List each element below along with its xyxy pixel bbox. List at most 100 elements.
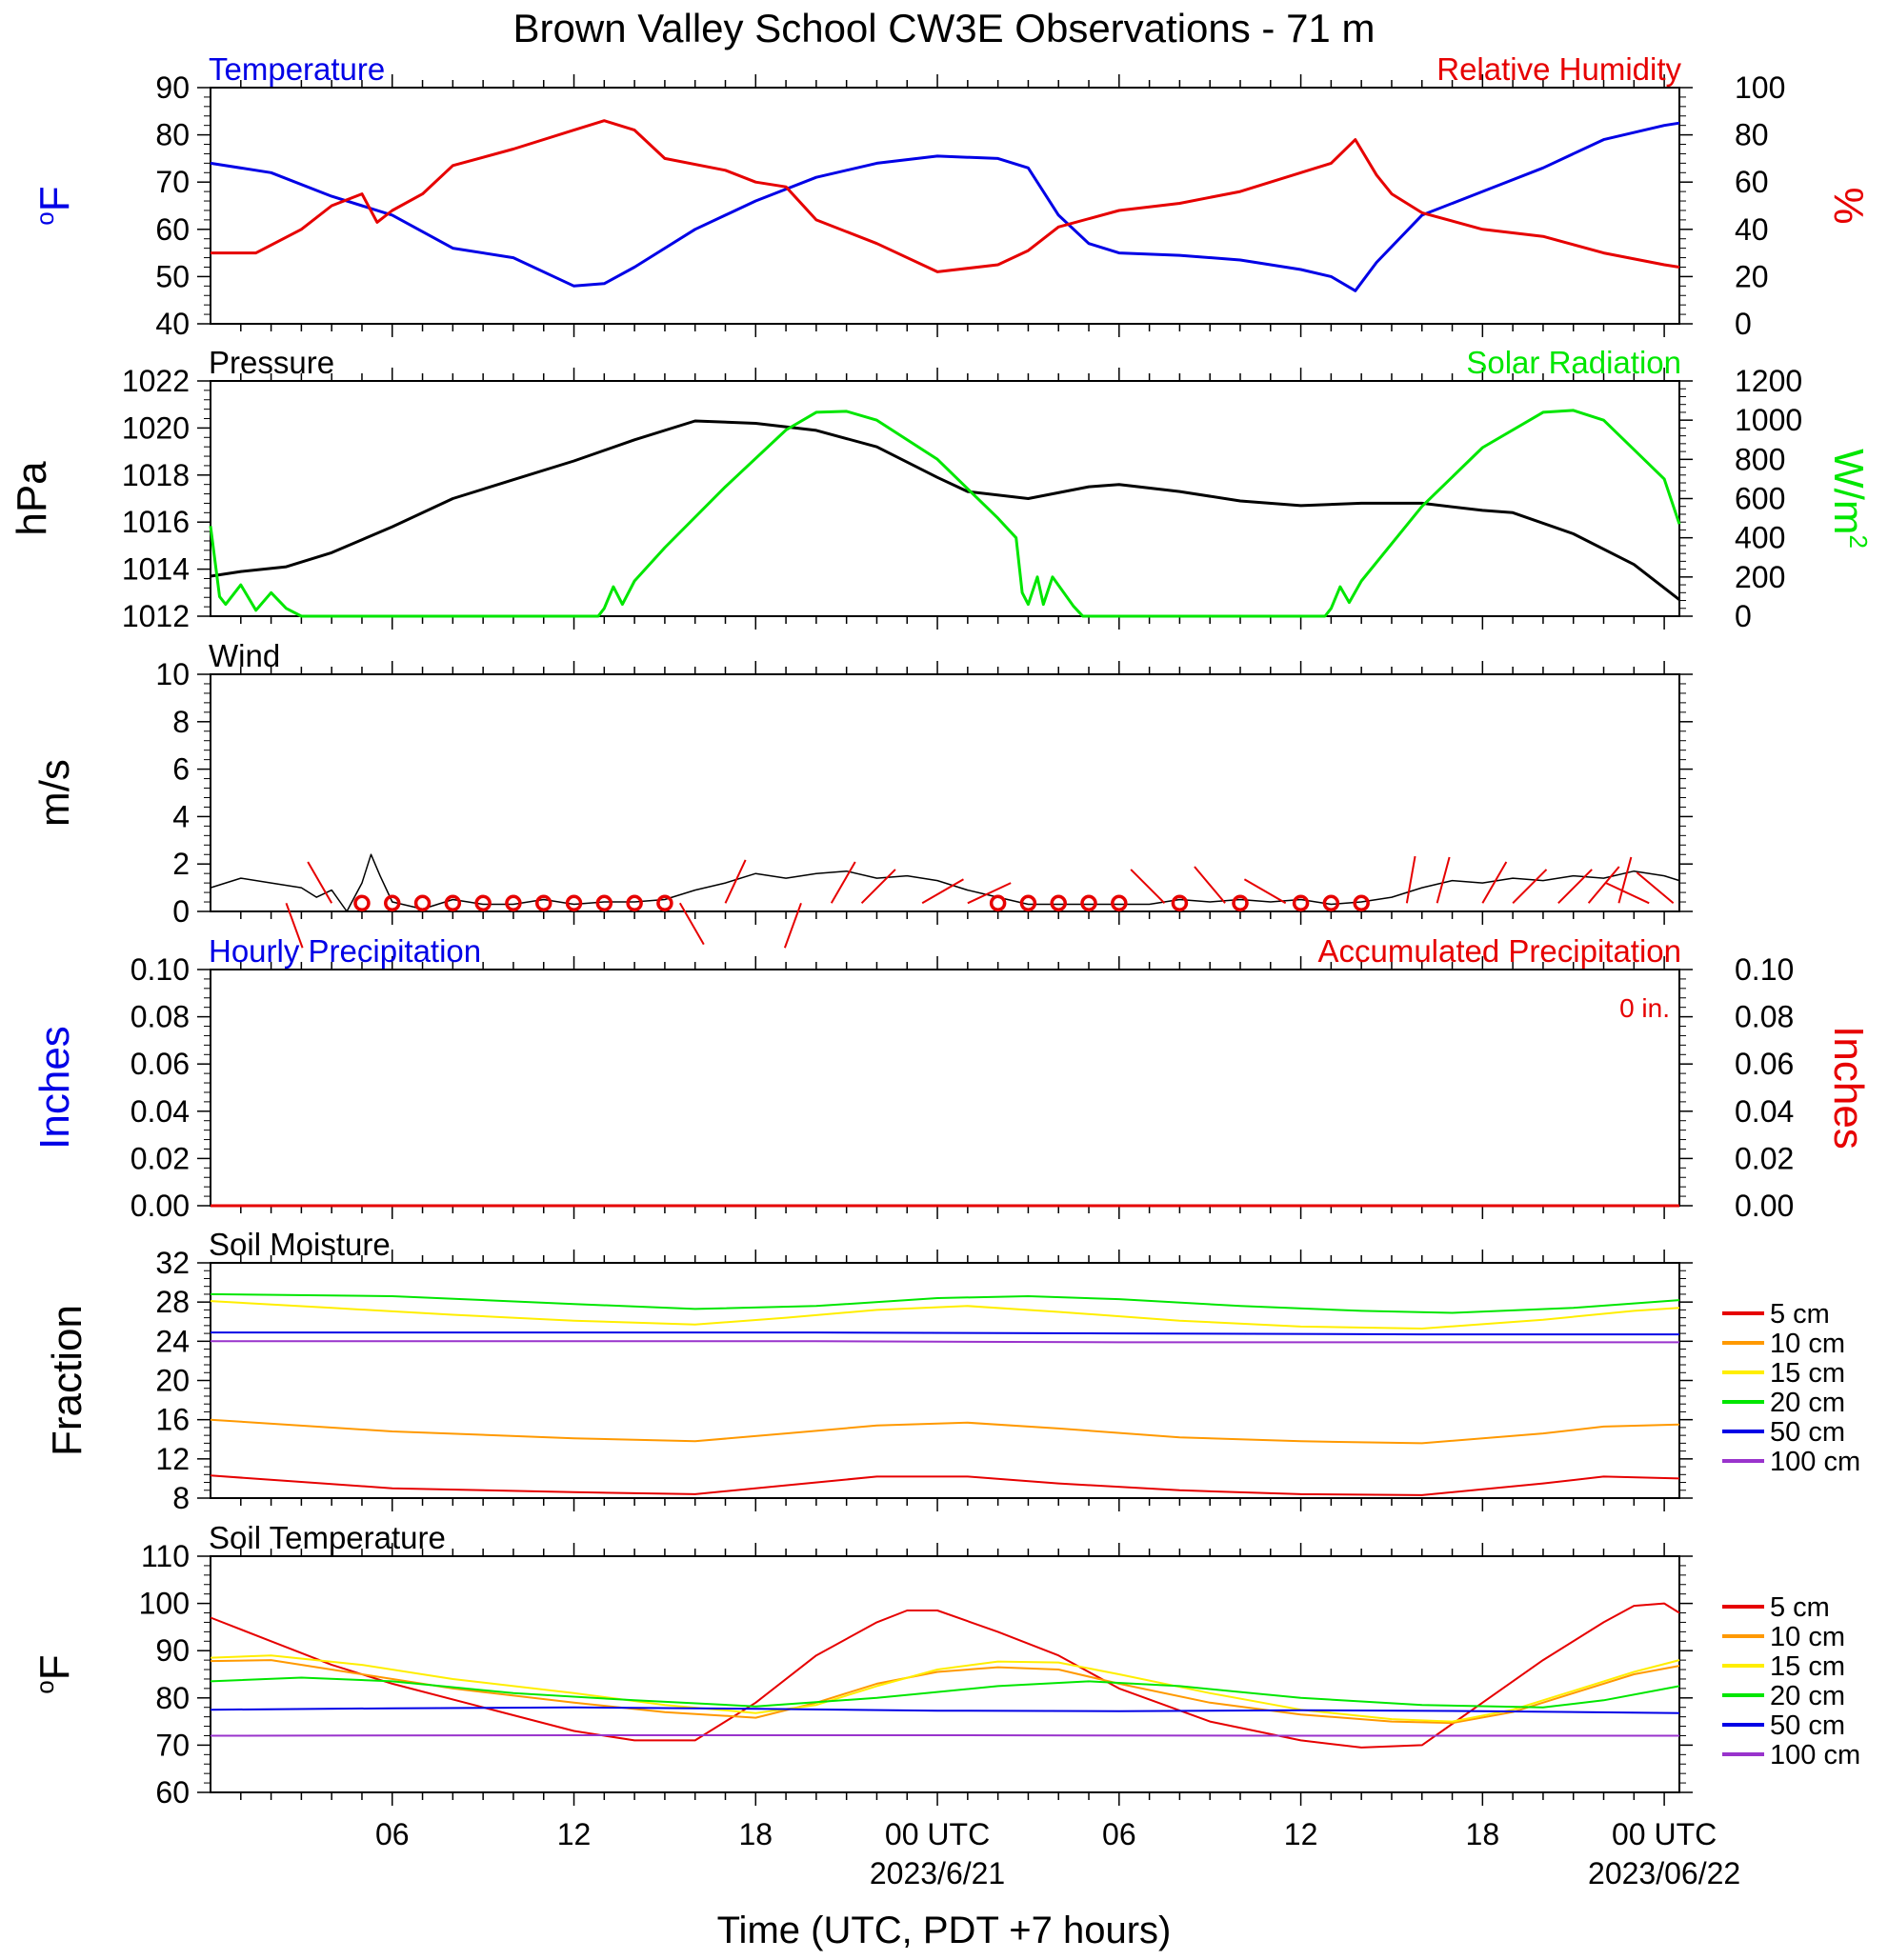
wind-barb bbox=[783, 902, 802, 949]
series-line-50-cm bbox=[210, 1706, 1680, 1714]
calm-wind-marker bbox=[1171, 894, 1189, 912]
panel-title-right: Relative Humidity bbox=[1436, 51, 1681, 87]
y-tick-label-right: 0.00 bbox=[1735, 1189, 1794, 1223]
wind-barb bbox=[1436, 856, 1451, 904]
calm-wind-marker bbox=[989, 894, 1007, 912]
panel-frame bbox=[210, 673, 1680, 912]
calm-wind-marker bbox=[1353, 894, 1370, 912]
y-tick-label-left: 2 bbox=[172, 847, 190, 881]
x-tick-label: 06 bbox=[1102, 1817, 1136, 1851]
y-tick-label-left: 16 bbox=[155, 1403, 190, 1437]
series-line-10-cm bbox=[210, 1418, 1680, 1445]
calm-wind-marker bbox=[505, 894, 522, 912]
calm-wind-marker bbox=[595, 894, 613, 912]
series-line-wind bbox=[210, 853, 1680, 912]
series-line-5-cm bbox=[210, 1474, 1680, 1496]
legend-label: 50 cm bbox=[1770, 1417, 1845, 1448]
y-axis-label-left: hPa bbox=[9, 461, 55, 536]
y-tick-label-left: 60 bbox=[155, 212, 190, 247]
wind-barb bbox=[1512, 869, 1548, 904]
y-axis-label-left: Fraction bbox=[44, 1305, 90, 1456]
y-tick-label-left: 1012 bbox=[122, 599, 190, 633]
y-tick-label-left: 8 bbox=[172, 705, 190, 739]
panel-title-left: Temperature bbox=[209, 51, 385, 87]
series-line-pressure bbox=[210, 419, 1680, 601]
wind-barb bbox=[830, 861, 856, 904]
series-line-temperature bbox=[210, 121, 1680, 292]
calm-wind-marker bbox=[565, 894, 583, 912]
y-tick-label-right: 1200 bbox=[1735, 364, 1802, 398]
legend-label: 100 cm bbox=[1770, 1447, 1860, 1477]
precip-total-annotation: 0 in. bbox=[1619, 993, 1670, 1023]
y-tick-label-left: 40 bbox=[155, 307, 190, 341]
wind-barb bbox=[1636, 871, 1675, 905]
legend-label: 5 cm bbox=[1770, 1299, 1830, 1330]
y-tick-label-left: 32 bbox=[155, 1246, 190, 1280]
calm-wind-marker bbox=[1019, 894, 1037, 912]
wind-barb bbox=[1243, 878, 1287, 905]
series-line-20-cm bbox=[210, 1292, 1680, 1314]
series-line-solar-radiation bbox=[209, 409, 1681, 618]
y-tick-label-left: 0.02 bbox=[131, 1141, 190, 1175]
panel-title-left: Soil Temperature bbox=[209, 1520, 446, 1555]
y-tick-label-left: 8 bbox=[172, 1481, 190, 1515]
calm-wind-marker bbox=[384, 894, 401, 912]
panel-3: 0.00 0.02 0.04 0.06 0.08 0.10 0.00 0.02 0.04 0.06… bbox=[31, 933, 1872, 1223]
x-tick-label: 12 bbox=[557, 1817, 592, 1851]
wind-barb bbox=[1617, 856, 1633, 904]
calm-wind-marker bbox=[1111, 894, 1128, 912]
y-tick-label-left: 50 bbox=[155, 259, 190, 293]
y-tick-label-left: 1014 bbox=[122, 552, 190, 587]
legend-label: 10 cm bbox=[1770, 1622, 1845, 1652]
y-tick-label-left: 70 bbox=[155, 165, 190, 199]
y-tick-label-left: 4 bbox=[172, 799, 190, 833]
calm-wind-marker bbox=[353, 894, 371, 912]
y-tick-label-right: 0 bbox=[1735, 599, 1752, 633]
y-axis-label-left: oF bbox=[30, 1654, 78, 1693]
y-tick-label-right: 0.08 bbox=[1735, 1000, 1794, 1034]
legend-label: 20 cm bbox=[1770, 1681, 1845, 1711]
y-tick-label-left: 1018 bbox=[122, 458, 190, 492]
series-line-100-cm bbox=[211, 1340, 1679, 1344]
y-tick-label-right: 0.02 bbox=[1735, 1141, 1794, 1175]
y-tick-label-left: 90 bbox=[155, 1633, 190, 1668]
panel-frame bbox=[210, 1555, 1680, 1793]
panel-title-right: Solar Radiation bbox=[1466, 345, 1681, 380]
calm-wind-marker bbox=[1292, 894, 1310, 912]
calm-wind-marker bbox=[1050, 894, 1067, 912]
x-date-label: 2023/06/22 bbox=[1588, 1856, 1740, 1890]
y-tick-label-left: 0 bbox=[172, 894, 190, 929]
y-tick-label-right: 600 bbox=[1735, 482, 1785, 516]
y-tick-label-right: 80 bbox=[1735, 118, 1769, 152]
y-tick-label-left: 80 bbox=[155, 1681, 190, 1715]
series-line-5-cm bbox=[210, 1602, 1680, 1749]
x-tick-label: 06 bbox=[375, 1817, 410, 1851]
y-tick-label-left: 90 bbox=[155, 70, 190, 105]
panel-title-left: Wind bbox=[209, 638, 280, 673]
y-tick-label-left: 1022 bbox=[122, 364, 190, 398]
x-date-label: 2023/6/21 bbox=[870, 1856, 1005, 1890]
y-tick-label-right: 200 bbox=[1735, 560, 1785, 594]
y-axis-label-right: % bbox=[1825, 187, 1872, 224]
y-tick-label-left: 24 bbox=[155, 1324, 190, 1358]
y-tick-label-left: 60 bbox=[155, 1775, 190, 1810]
panel-frame bbox=[210, 969, 1680, 1207]
y-axis-label-left: Inches bbox=[31, 1026, 78, 1150]
y-tick-label-right: 60 bbox=[1735, 165, 1769, 199]
y-tick-label-left: 80 bbox=[155, 118, 190, 152]
y-axis-label-left: oF bbox=[30, 186, 78, 225]
calm-wind-marker bbox=[1080, 894, 1097, 912]
calm-wind-marker bbox=[444, 894, 462, 912]
y-tick-label-right: 0 bbox=[1735, 307, 1752, 341]
x-tick-label: 18 bbox=[738, 1817, 773, 1851]
legend-label: 5 cm bbox=[1770, 1592, 1830, 1623]
wind-barb bbox=[860, 869, 896, 904]
x-tick-label: 18 bbox=[1466, 1817, 1500, 1851]
series-line-50-cm bbox=[211, 1331, 1679, 1336]
y-tick-label-right: 20 bbox=[1735, 259, 1769, 293]
calm-wind-marker bbox=[474, 894, 492, 912]
legend-label: 15 cm bbox=[1770, 1651, 1845, 1682]
calm-wind-marker bbox=[1322, 894, 1340, 912]
